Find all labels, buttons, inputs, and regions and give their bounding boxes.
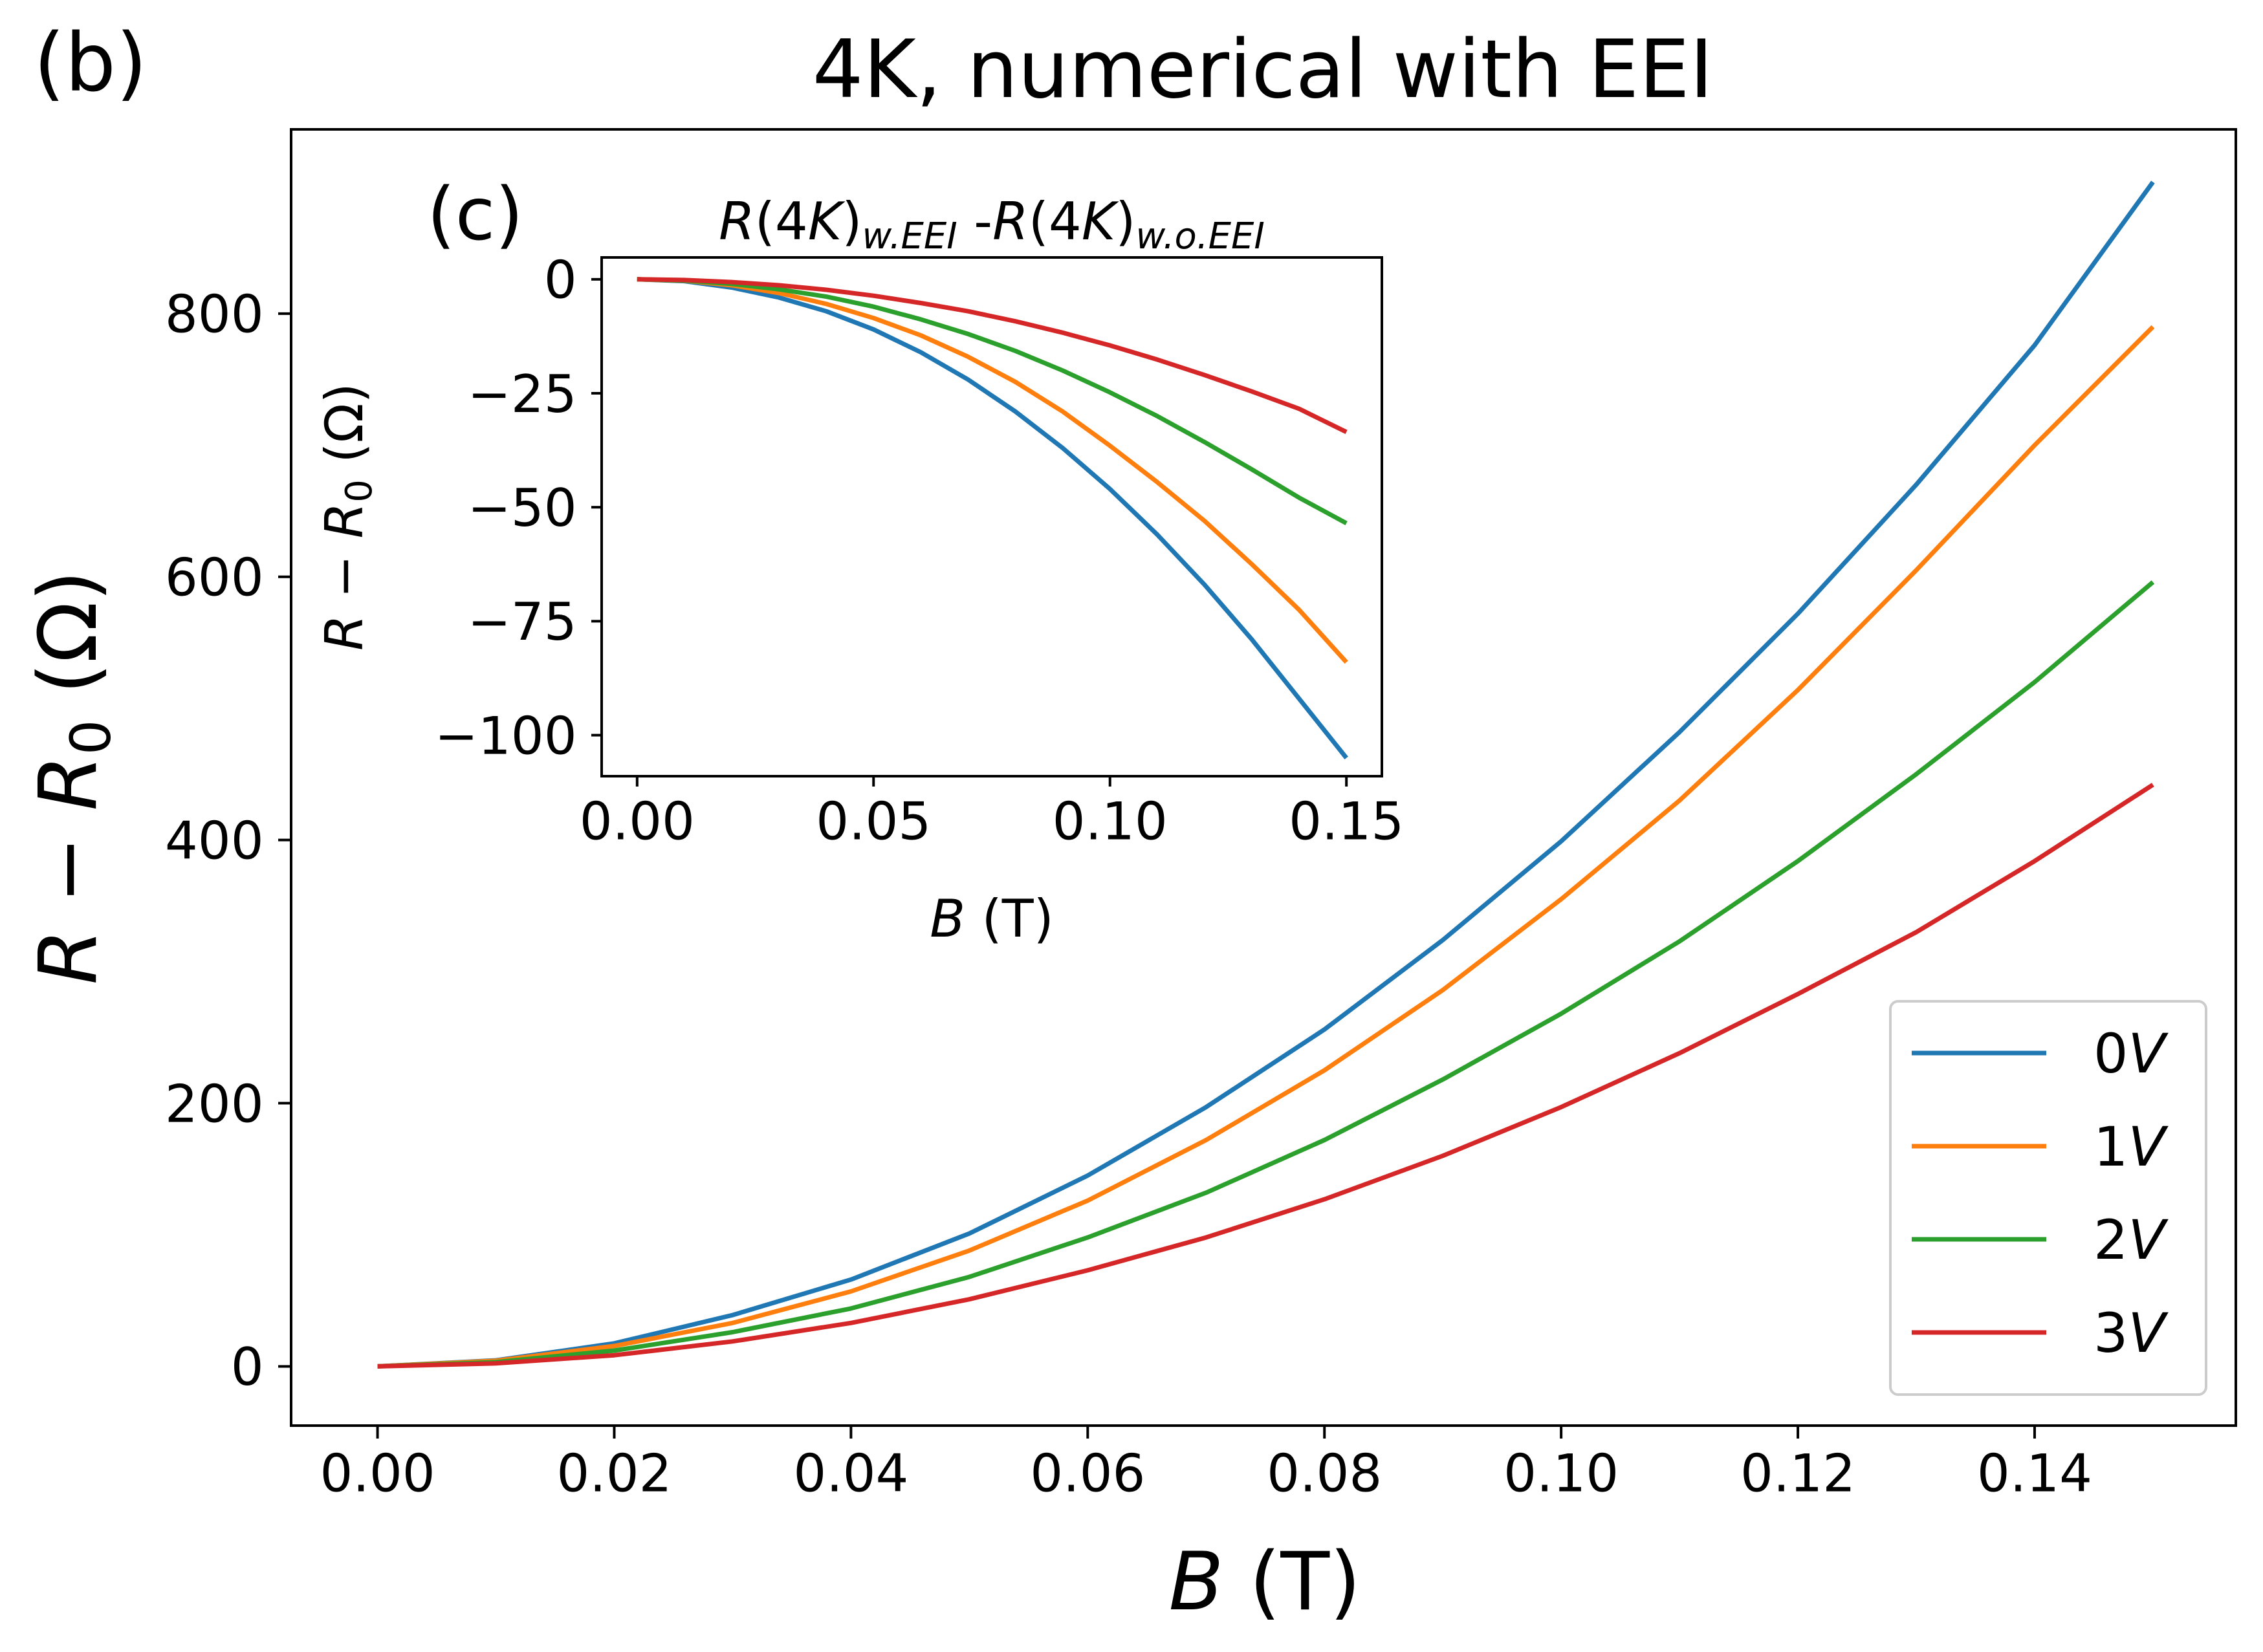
inset-x-ticks: 0.00 0.05 0.10 0.15	[580, 776, 1404, 852]
inset-series-line-3V	[637, 277, 1348, 435]
main-x-tick-label: 0.00	[320, 1444, 435, 1504]
inset-y-axis-var1: R	[314, 614, 375, 651]
main-x-axis-unit: (T)	[1224, 1536, 1361, 1629]
main-series-line-1V	[377, 325, 2155, 1369]
main-chart-title: 4K, numerical with EEI	[813, 23, 1714, 116]
inset-x-tick-label: 0.05	[816, 792, 931, 852]
inset-title-b-sub: w.o.EEI	[1136, 215, 1265, 257]
inset-series-line-2V	[637, 277, 1348, 525]
panel-label-c: (c)	[427, 173, 523, 257]
main-y-axis-sep: −	[22, 810, 115, 929]
main-series-line-3V	[377, 783, 2154, 1369]
main-x-tick-label: 0.02	[556, 1444, 672, 1504]
legend-label-unit: V	[2128, 1022, 2169, 1085]
main-x-tick-label: 0.12	[1740, 1444, 1855, 1504]
legend-label-number: 2	[2094, 1208, 2128, 1272]
inset-y-ticks: 0 −25 −50 −75 −100	[435, 250, 602, 766]
inset-x-tick-label: 0.15	[1289, 792, 1404, 852]
inset-title-a-paren: (4	[755, 191, 808, 252]
inset-series-line-1V	[637, 277, 1348, 664]
inset-y-axis-sep: −	[314, 538, 375, 614]
main-y-axis-var2: R	[22, 755, 115, 810]
inset-x-tick-label: 0.00	[580, 792, 695, 852]
main-y-tick-label: 0	[231, 1337, 264, 1397]
inset-x-axis-var: B	[930, 889, 965, 949]
inset-title-a-var: R	[719, 191, 755, 252]
inset-x-axis-label: B (T)	[930, 889, 1054, 949]
inset-chart-title: R(4K)w.EEI -R(4K)w.o.EEI	[719, 191, 1265, 257]
main-x-tick-label: 0.04	[793, 1444, 908, 1504]
main-x-axis-label: B (T)	[1169, 1536, 1361, 1629]
inset-plot: (c) R(4K)w.EEI -R(4K)w.o.EEI 0.00 0.05 0.1…	[314, 173, 1404, 949]
main-x-tick-label: 0.14	[1977, 1444, 2092, 1504]
legend-label-unit: V	[2128, 1115, 2169, 1179]
inset-title-b-close: )	[1115, 191, 1135, 252]
main-y-tick-label: 800	[165, 285, 264, 345]
legend-label-2V: 2V	[2094, 1208, 2169, 1272]
main-axes-frame	[290, 128, 2237, 1427]
main-series-lines	[377, 180, 2155, 1369]
legend-label-0V: 0V	[2094, 1022, 2169, 1085]
inset-y-tick-label: −100	[435, 706, 577, 766]
inset-y-axis-var2: R	[314, 503, 375, 539]
main-x-tick-label: 0.06	[1030, 1444, 1145, 1504]
main-x-tick-label: 0.10	[1503, 1444, 1619, 1504]
main-x-ticks: 0.00 0.02 0.04 0.06 0.08 0.10 0.12 0.14	[320, 1426, 2092, 1504]
legend-label-unit: V	[2128, 1301, 2169, 1365]
inset-title-a-K: K	[808, 191, 846, 252]
inset-y-tick-label: −50	[468, 478, 577, 538]
inset-y-axis-label: R − R0 (Ω)	[314, 383, 380, 651]
inset-y-tick-label: 0	[544, 250, 577, 310]
inset-title-mid: -	[957, 191, 992, 252]
main-y-ticks: 0 200 400 600 800	[165, 285, 291, 1397]
inset-series-line-0V	[637, 277, 1348, 759]
inset-title-b-K: K	[1082, 191, 1119, 252]
legend-label-1V: 1V	[2094, 1115, 2169, 1179]
legend-label-number: 3	[2094, 1301, 2128, 1365]
main-y-tick-label: 600	[165, 548, 264, 608]
inset-title-a-close: )	[842, 191, 862, 252]
legend-label-number: 1	[2094, 1115, 2128, 1179]
inset-title-b-paren: (4	[1029, 191, 1082, 252]
main-y-axis-unit: (Ω)	[22, 571, 115, 720]
main-x-tick-label: 0.08	[1267, 1444, 1382, 1504]
inset-title-a-sub: w.EEI	[862, 215, 957, 257]
legend-label-3V: 3V	[2094, 1301, 2169, 1365]
main-y-tick-label: 400	[165, 810, 264, 871]
main-series-line-0V	[377, 180, 2155, 1369]
panel-label-b: (b)	[34, 17, 147, 110]
inset-x-tick-label: 0.10	[1053, 792, 1168, 852]
inset-y-tick-label: −25	[468, 364, 577, 424]
inset-title-b-var: R	[992, 191, 1029, 252]
inset-y-axis-sub: 0	[338, 479, 380, 503]
main-y-axis-var1: R	[22, 929, 115, 984]
inset-series-lines	[637, 277, 1348, 759]
legend-label-number: 0	[2094, 1022, 2128, 1085]
legend-label-unit: V	[2128, 1208, 2169, 1272]
main-y-axis-label: R − R0 (Ω)	[22, 571, 124, 985]
main-x-axis-var: B	[1169, 1536, 1224, 1629]
inset-y-tick-label: −75	[468, 592, 577, 652]
main-y-axis-sub: 0	[59, 720, 124, 755]
main-y-tick-label: 200	[165, 1074, 264, 1134]
inset-x-axis-unit: (T)	[965, 889, 1054, 949]
main-series-line-2V	[377, 580, 2155, 1369]
inset-y-axis-unit: (Ω)	[314, 383, 375, 479]
